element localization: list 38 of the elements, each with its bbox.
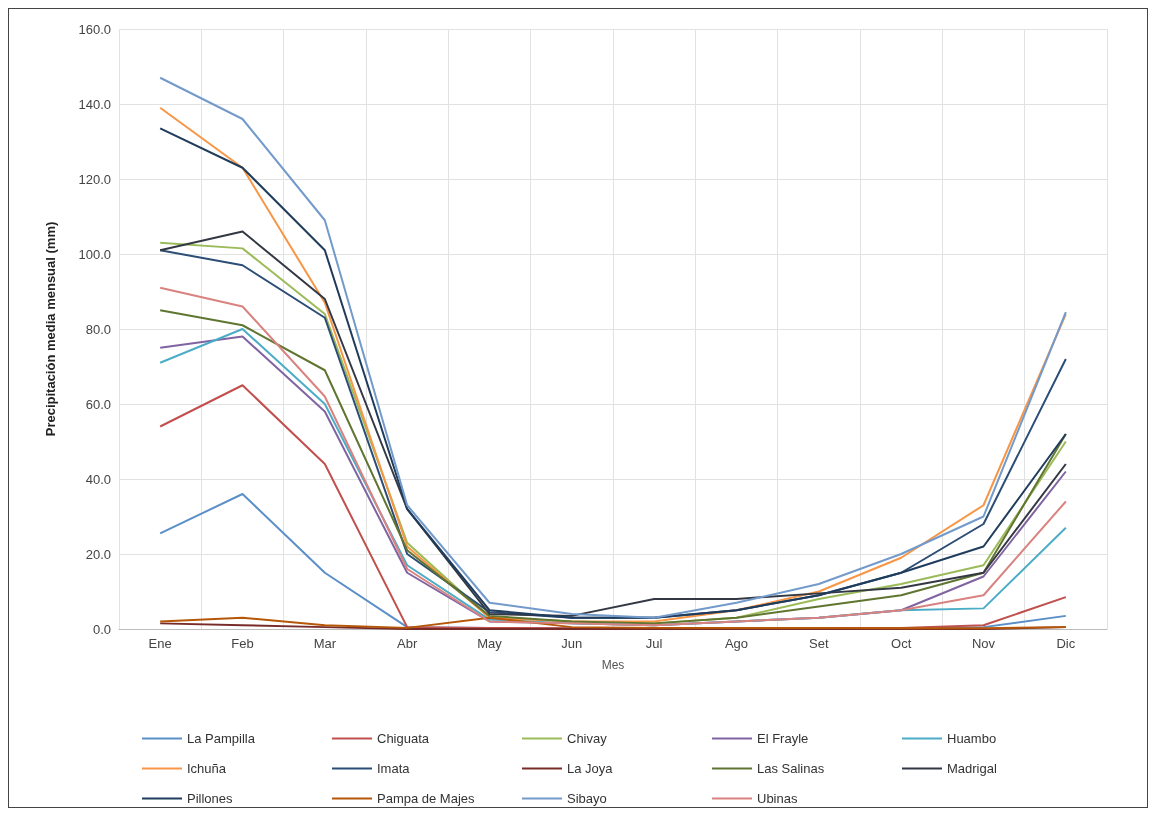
legend-label: La Joya [567, 761, 614, 776]
legend-label: Ichuña [187, 761, 227, 776]
legend-label: La Pampilla [187, 731, 256, 746]
line-series [159, 616, 1067, 630]
legend-label: Chiguata [377, 731, 430, 746]
y-tick-label: 160.0 [78, 21, 111, 37]
y-axis-title: Precipitación media mensual (mm) [43, 221, 58, 437]
x-tick-label: Set [809, 636, 829, 651]
y-tick-label: 80.0 [85, 321, 111, 337]
legend-label: Las Salinas [757, 761, 825, 776]
x-tick-label: Abr [397, 636, 418, 651]
x-axis-title: Mes [601, 658, 625, 672]
x-tick-label: May [477, 636, 503, 651]
y-tick-label: 0.0 [92, 621, 111, 637]
y-tick-label: 140.0 [78, 96, 111, 112]
legend-label: Pampa de Majes [377, 791, 476, 806]
legend-label: Ubinas [757, 791, 798, 806]
legend-label: Sibayo [567, 791, 607, 806]
y-tick-label: 120.0 [78, 171, 111, 187]
legend-label: Imata [377, 761, 411, 776]
y-tick-label: 20.0 [85, 546, 111, 562]
x-tick-label: Dic [1056, 636, 1076, 651]
legend-label: Pillones [187, 791, 234, 806]
y-tick-label: 60.0 [85, 396, 111, 412]
x-tick-label: Ene [148, 636, 172, 651]
x-tick-label: Jun [561, 636, 583, 651]
legend-label: Huambo [947, 731, 997, 746]
x-tick-label: Mar [313, 636, 337, 651]
x-tick-label: Nov [971, 636, 996, 651]
y-tick-label: 100.0 [78, 246, 111, 262]
legend-label: Madrigal [947, 761, 997, 776]
x-tick-label: Feb [231, 636, 254, 651]
x-tick-label: Oct [891, 636, 912, 651]
x-tick-label: Ago [724, 636, 749, 651]
x-tick-label: Jul [645, 636, 663, 651]
legend-label: Chivay [567, 731, 608, 746]
legend-label: El Frayle [757, 731, 809, 746]
y-tick-label: 40.0 [85, 471, 111, 487]
